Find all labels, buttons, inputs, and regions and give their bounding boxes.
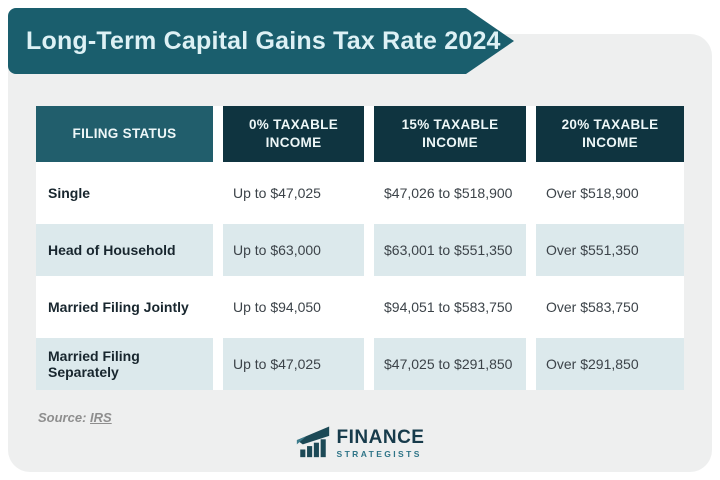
rate-0-cell: Up to $47,025 [223,338,364,390]
rate-15-cell: $47,026 to $518,900 [374,167,526,219]
filing-status-cell: Head of Household [36,224,213,276]
title-banner: Long-Term Capital Gains Tax Rate 2024 [8,8,514,74]
column-header-15-percent: 15% TAXABLE INCOME [374,106,526,162]
rate-20-cell: Over $583,750 [536,281,684,333]
rate-20-cell: Over $291,850 [536,338,684,390]
rate-15-cell: $94,051 to $583,750 [374,281,526,333]
filing-status-cell: Single [36,167,213,219]
source-label: Source: [38,410,87,425]
rate-0-cell: Up to $63,000 [223,224,364,276]
logo-text: FINANCE STRATEGISTS [337,428,425,459]
finance-strategists-logo: FINANCE STRATEGISTS [0,424,720,463]
page-title: Long-Term Capital Gains Tax Rate 2024 [26,26,501,55]
rate-20-cell: Over $518,900 [536,167,684,219]
filing-status-cell: Married Filing Separately [36,338,213,390]
bar-chart-arrow-icon [296,424,330,463]
column-header-0-percent: 0% TAXABLE INCOME [223,106,364,162]
rate-15-cell: $63,001 to $551,350 [374,224,526,276]
rate-0-cell: Up to $94,050 [223,281,364,333]
rate-15-cell: $47,025 to $291,850 [374,338,526,390]
column-header-20-percent: 20% TAXABLE INCOME [536,106,684,162]
tax-rate-table: FILING STATUS 0% TAXABLE INCOME 15% TAXA… [36,106,684,390]
rate-0-cell: Up to $47,025 [223,167,364,219]
source-note: Source: IRS [38,410,112,425]
source-link[interactable]: IRS [90,410,112,425]
logo-finance-text: FINANCE [336,427,425,448]
column-header-filing-status: FILING STATUS [36,106,213,162]
rate-20-cell: Over $551,350 [536,224,684,276]
logo-strategists-text: STRATEGISTS [336,449,422,459]
filing-status-cell: Married Filing Jointly [36,281,213,333]
